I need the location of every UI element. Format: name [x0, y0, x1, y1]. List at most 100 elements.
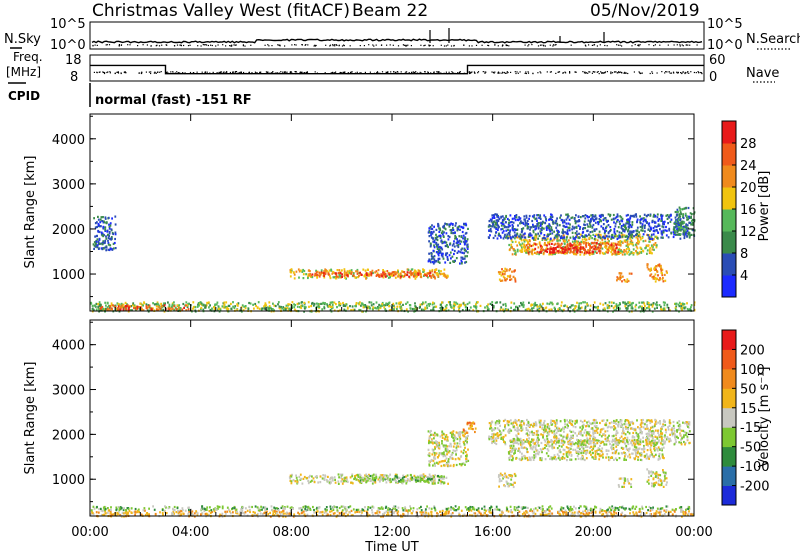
- colorbar-swatch: [722, 407, 736, 428]
- nave-tick-top: 60: [709, 53, 726, 68]
- colorbar-swatch: [722, 275, 736, 298]
- freq-unit: [MHz]: [6, 65, 41, 79]
- power-echo-region: [92, 215, 117, 252]
- nsky-strip: N.Sky 10^5 10^0 10^5 10^0 N.Search: [4, 17, 800, 53]
- velocity-colorbar: 200 100 50 15 -15 -50 -100 -200: [721, 329, 770, 506]
- freq-strip: Freq. [MHz] 18 8 60 0 Nave: [6, 50, 779, 85]
- velocity-y-axis: 1000 2000 3000 4000: [52, 321, 694, 503]
- colorbar-tick-label: 15: [740, 402, 757, 417]
- freq-tick-top: 18: [65, 53, 82, 68]
- velocity-echo-region: [646, 468, 668, 488]
- x-tick-label: 04:00: [172, 525, 209, 540]
- y-tick-label: 4000: [52, 339, 85, 354]
- colorbar-swatch: [722, 349, 736, 370]
- date-label: 05/Nov/2019: [590, 1, 700, 21]
- power-echo-region: [646, 263, 668, 283]
- velocity-y-label: Slant Range [km]: [23, 362, 38, 475]
- nsearch-label: N.Search: [746, 32, 800, 47]
- y-tick-label: 3000: [52, 384, 85, 399]
- colorbar-tick-label: -200: [740, 480, 770, 495]
- nave-label: Nave: [746, 66, 779, 81]
- time-axis: 00:00 04:00 08:00 12:00 16:00 20:00 00:00: [71, 114, 713, 540]
- power-echo-region: [99, 304, 190, 312]
- colorbar-swatch: [722, 427, 736, 448]
- colorbar-tick-label: 200: [740, 343, 765, 358]
- colorbar-swatch: [722, 187, 736, 210]
- nsky-tick-top: 10^5: [50, 17, 86, 32]
- colorbar-tick-label: 24: [740, 159, 757, 174]
- colorbar-tick-label: 20: [740, 181, 757, 196]
- colorbar-tick-label: 50: [740, 382, 757, 397]
- x-tick-label: 08:00: [273, 525, 310, 540]
- colorbar-swatch: [722, 253, 736, 276]
- power-echo-region: [309, 270, 436, 278]
- velocity-echo-region: [427, 429, 470, 468]
- freq-frame: [89, 54, 705, 82]
- y-tick-label: 4000: [52, 133, 85, 148]
- colorbar-swatch: [722, 368, 736, 389]
- velocity-panel: 1000 2000 3000 4000 Slant Range [km]: [23, 319, 695, 518]
- beam-label: Beam 22: [352, 1, 428, 21]
- cpid-label: CPID: [8, 89, 40, 103]
- colorbar-tick-label: 8: [740, 247, 748, 262]
- velocity-data: [90, 418, 694, 518]
- power-y-axis: 1000 2000 3000 4000: [52, 115, 694, 298]
- colorbar-swatch: [722, 466, 736, 486]
- power-echo-region: [674, 206, 696, 238]
- colorbar-swatch: [722, 143, 736, 166]
- velocity-echo-region: [90, 505, 691, 512]
- x-tick-label: 00:00: [675, 525, 712, 540]
- colorbar-tick-label: 100: [740, 363, 765, 378]
- power-echo-region: [497, 267, 517, 283]
- x-tick-label: 16:00: [474, 525, 511, 540]
- cpid-text: normal (fast) -151 RF: [95, 93, 252, 108]
- power-panel: 1000 2000 3000 4000 Slant Range [km]: [23, 113, 696, 313]
- colorbar-swatch: [722, 209, 736, 232]
- y-tick-label: 2000: [52, 428, 85, 443]
- velocity-colorbar-label: Velocity [m s⁻¹]: [757, 367, 772, 468]
- freq-series: [90, 64, 704, 75]
- frequency-trace: [90, 64, 704, 75]
- power-colorbar: 28 24 20 16 12 8 4: [721, 120, 757, 298]
- power-echo-region: [90, 301, 696, 313]
- colorbar-tick-label: 16: [740, 203, 757, 218]
- colorbar-swatch: [722, 388, 736, 409]
- nsearch-tick-bottom: 10^0: [707, 38, 743, 53]
- y-tick-label: 1000: [52, 268, 85, 283]
- power-echo-region: [544, 246, 598, 254]
- power-frame: [89, 113, 695, 312]
- power-echo-region: [427, 222, 469, 265]
- velocity-echo-region: [617, 477, 633, 488]
- colorbar-tick-label: -15: [740, 421, 761, 436]
- nsky-frame: [89, 21, 705, 50]
- power-y-label: Slant Range [km]: [23, 156, 38, 269]
- y-tick-label: 1000: [52, 473, 85, 488]
- colorbar-tick-label: -100: [740, 460, 770, 475]
- power-echo-region: [616, 272, 633, 283]
- y-tick-label: 2000: [52, 223, 85, 238]
- colorbar-tick-label: -50: [740, 441, 761, 456]
- colorbar-swatch: [722, 121, 736, 144]
- power-colorbar-label: Power [dB]: [757, 171, 772, 242]
- colorbar-swatch: [722, 485, 736, 506]
- time-axis-label: Time UT: [364, 540, 418, 554]
- velocity-frame: [89, 319, 695, 517]
- y-tick-label: 3000: [52, 178, 85, 193]
- velocity-echo-region: [357, 474, 444, 483]
- freq-label: Freq.: [13, 50, 43, 64]
- velocity-echo-region: [497, 472, 517, 489]
- nsky-label: N.Sky: [4, 32, 41, 47]
- x-tick-label: 20:00: [575, 525, 612, 540]
- nave-tick-bottom: 0: [709, 70, 717, 85]
- colorbar-tick-label: 28: [740, 137, 757, 152]
- colorbar-tick-label: 4: [740, 269, 748, 284]
- x-tick-label: 00:00: [71, 525, 108, 540]
- nsearch-tick-top: 10^5: [707, 17, 743, 32]
- velocity-echo-region: [462, 421, 477, 434]
- station-title: Christmas Valley West (fitACF): [92, 1, 350, 21]
- velocity-echo-region: [488, 418, 691, 446]
- x-tick-label: 12:00: [373, 525, 410, 540]
- colorbar-tick-label: 12: [740, 225, 757, 240]
- colorbar-swatch: [722, 231, 736, 254]
